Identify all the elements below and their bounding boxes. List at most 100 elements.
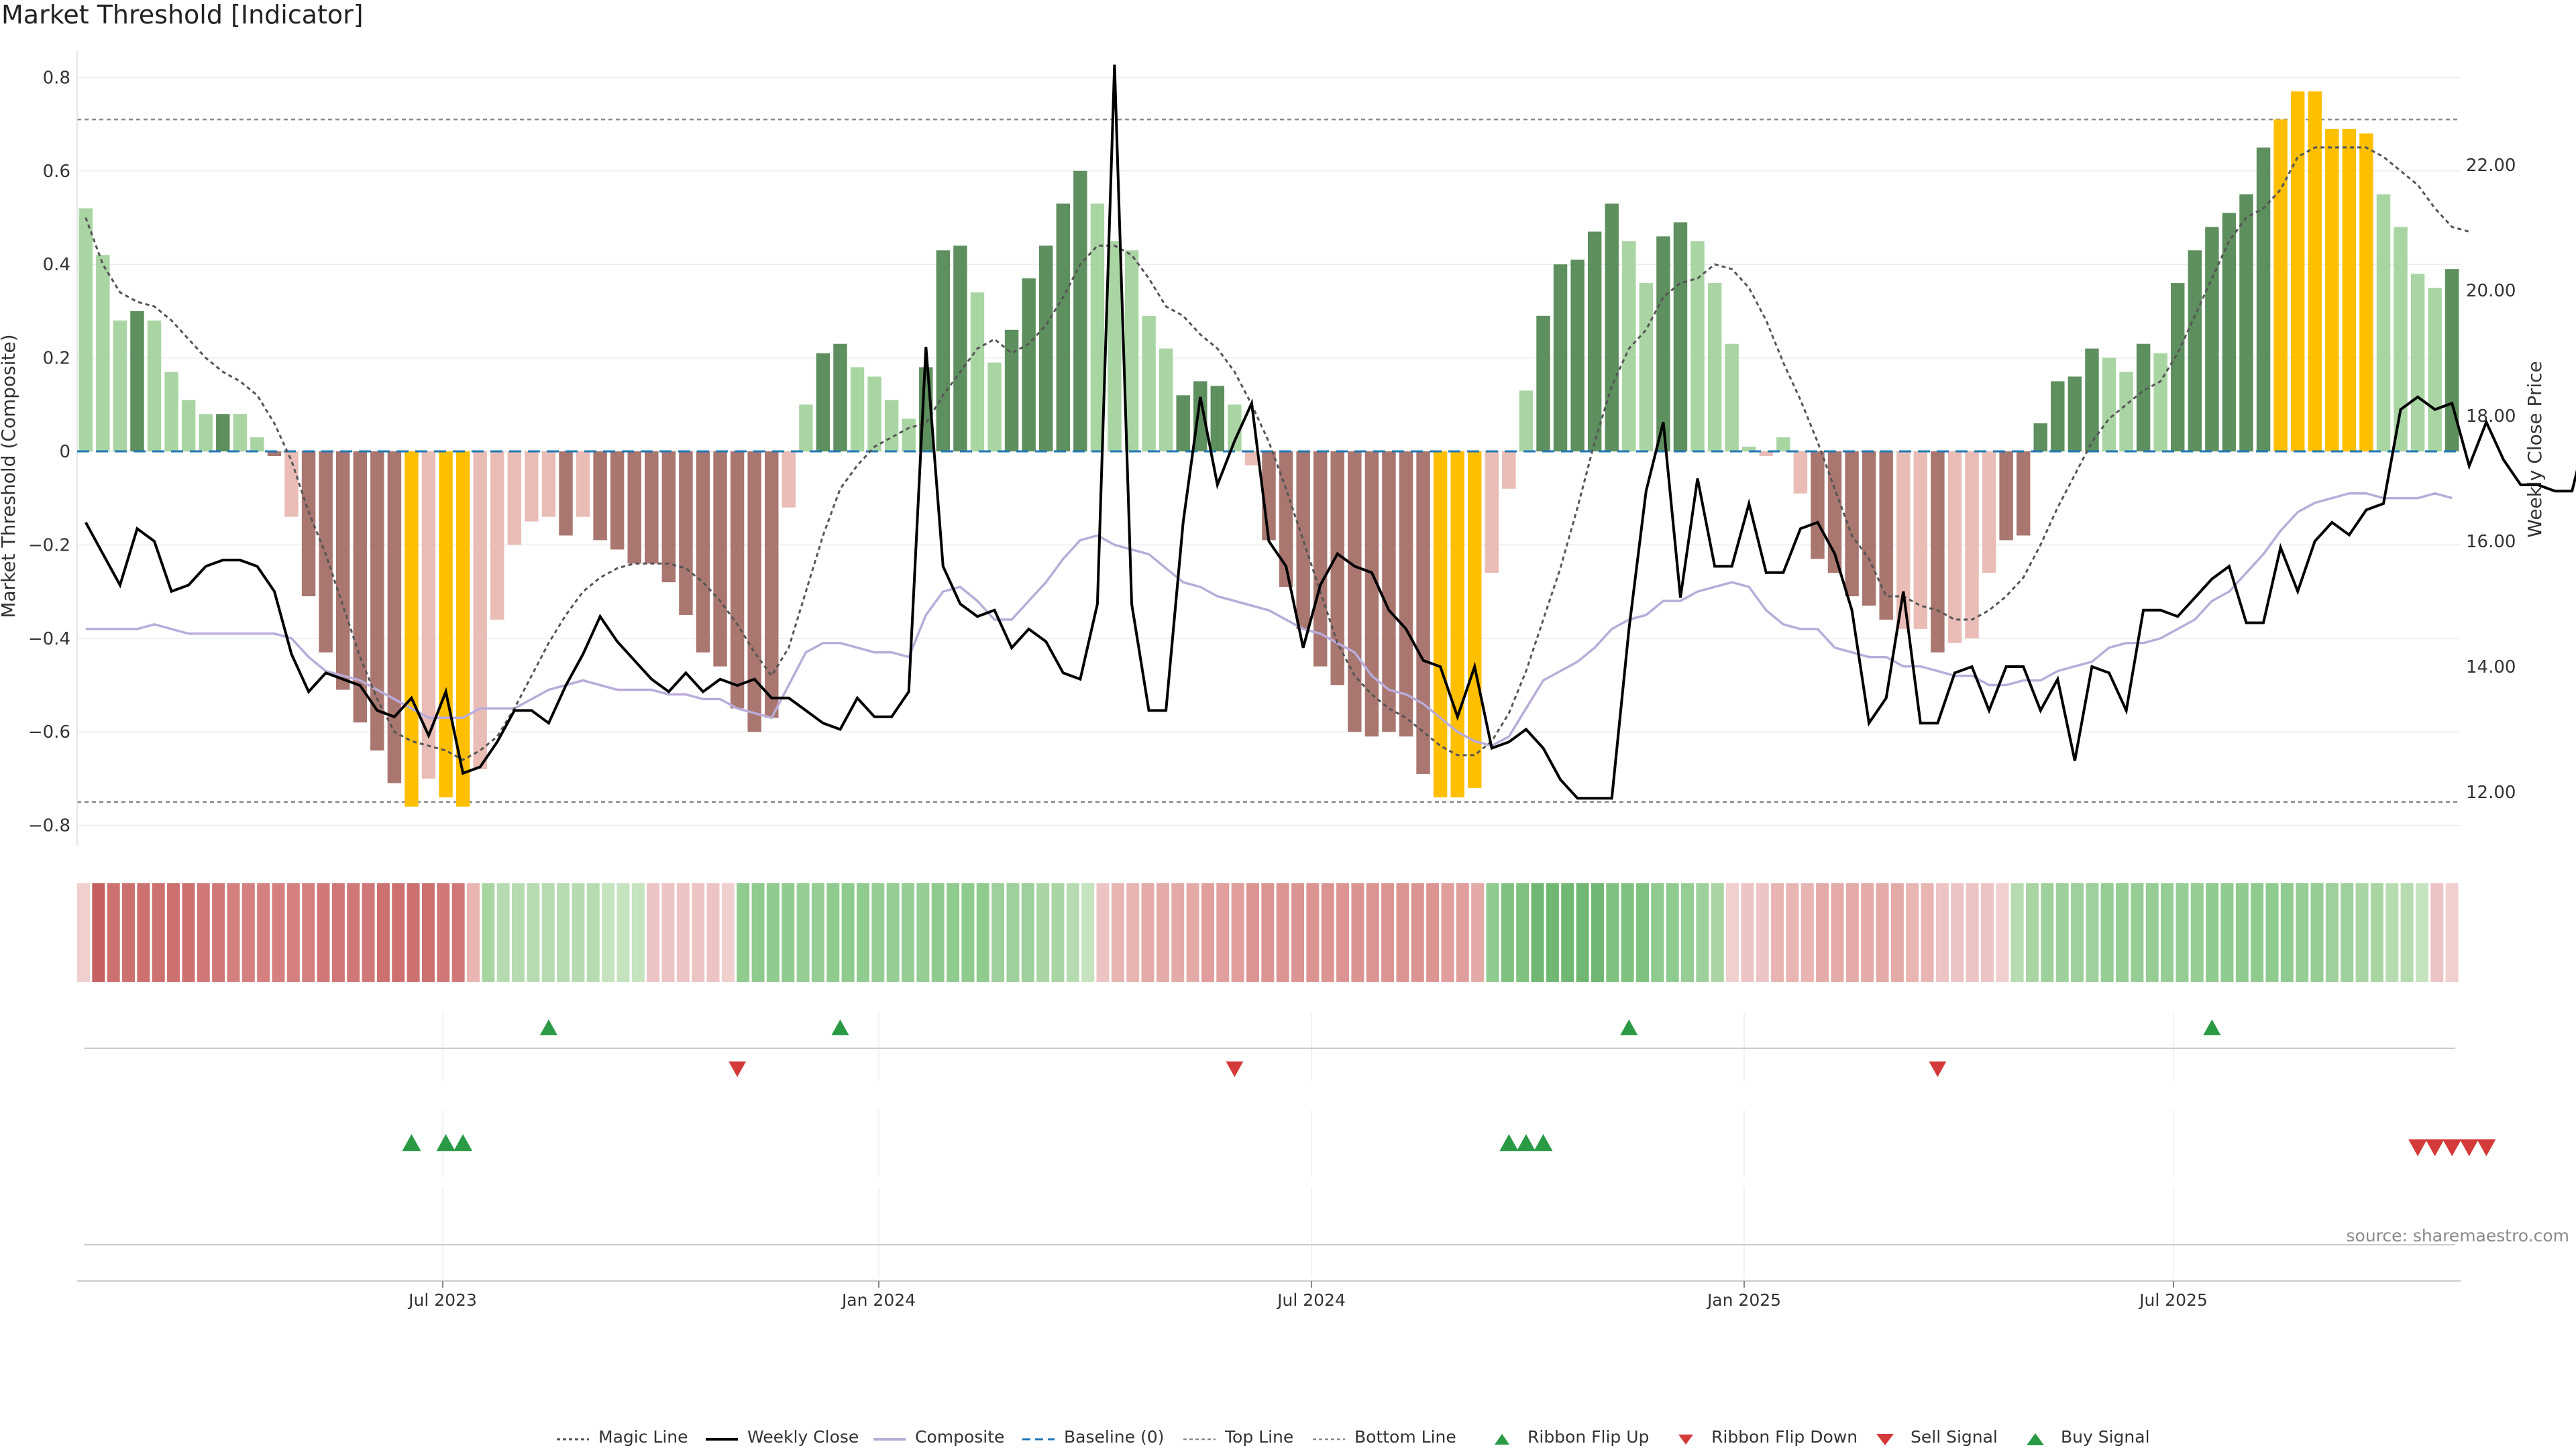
bar xyxy=(2428,288,2442,451)
bar xyxy=(181,400,196,451)
bar xyxy=(1210,386,1225,451)
ribbon-cell xyxy=(1066,883,1079,982)
bar xyxy=(78,208,93,451)
bar xyxy=(1999,451,2013,541)
ribbon-cell xyxy=(1966,883,1979,982)
y2-tick-label: 16.00 xyxy=(2466,532,2516,552)
signal-panels xyxy=(84,1013,2496,1278)
bar xyxy=(130,311,144,451)
ribbon-cell xyxy=(1546,883,1559,982)
ribbon-cell xyxy=(2025,883,2039,982)
ribbon-cell xyxy=(572,883,585,982)
bar xyxy=(1982,451,1996,573)
ribbon-cell xyxy=(286,883,300,982)
buy-signal-marker xyxy=(1534,1134,1553,1152)
bar xyxy=(1913,451,1928,629)
ribbon-cell xyxy=(902,883,915,982)
x-tick-label: Jul 2024 xyxy=(1276,1290,1346,1310)
ribbon-strip xyxy=(77,883,2459,982)
bar xyxy=(2273,119,2288,451)
bar xyxy=(1433,451,1448,797)
ribbon-cell xyxy=(1845,883,1859,982)
sell-signal-marker xyxy=(2425,1139,2445,1156)
ribbon-cell xyxy=(2430,883,2444,982)
buy-signal-marker xyxy=(402,1134,421,1152)
ribbon-cell xyxy=(2086,883,2099,982)
buy-signal-marker xyxy=(1516,1134,1536,1152)
ribbon-cell xyxy=(257,883,270,982)
bar xyxy=(267,451,282,456)
bar xyxy=(387,451,402,783)
bar xyxy=(1622,241,1636,451)
bar xyxy=(1313,451,1328,667)
ribbon-cell xyxy=(137,883,150,982)
magic-line xyxy=(85,146,2470,761)
ribbon-cell xyxy=(2355,883,2369,982)
ribbon-cell xyxy=(1126,883,1140,982)
ribbon-cell xyxy=(362,883,375,982)
ribbon-cell xyxy=(2176,883,2189,982)
ribbon-cell xyxy=(1486,883,1499,982)
y2-tick-label: 18.00 xyxy=(2466,406,2516,427)
ribbon-cell xyxy=(931,883,945,982)
bar xyxy=(541,451,556,517)
bar-series xyxy=(77,91,2461,807)
source-label: source: sharemaestro.com xyxy=(2346,1226,2570,1245)
bar xyxy=(2102,357,2116,451)
bar xyxy=(833,343,847,451)
ribbon-cell xyxy=(1306,883,1320,982)
ribbon-flip-down-marker xyxy=(1929,1061,1947,1077)
legend-label: Sell Signal xyxy=(1911,1427,1998,1447)
bar xyxy=(1399,451,1413,737)
bar xyxy=(1741,447,1756,451)
ribbon-cell xyxy=(1606,883,1619,982)
ribbon-cell xyxy=(647,883,660,982)
ribbon-cell xyxy=(1876,883,1889,982)
bar xyxy=(765,451,779,718)
bar xyxy=(559,451,573,536)
bar xyxy=(473,451,487,769)
bar xyxy=(902,418,916,451)
ribbon-cell xyxy=(331,883,345,982)
ribbon-cell xyxy=(347,883,360,982)
y-tick-label: −0.6 xyxy=(28,722,70,742)
magic-line-legend-icon xyxy=(555,1431,590,1444)
ribbon-cell xyxy=(1156,883,1169,982)
bar xyxy=(1536,315,1550,451)
ribbon-cell xyxy=(1291,883,1305,982)
bar xyxy=(164,372,178,451)
ribbon-cell xyxy=(2071,883,2084,982)
ribbon-cell xyxy=(1186,883,1199,982)
legend-item: Magic Line xyxy=(555,1427,688,1447)
ribbon-cell xyxy=(1276,883,1289,982)
y-tick-label: −0.4 xyxy=(28,629,70,649)
legend-label: Top Line xyxy=(1225,1427,1294,1447)
ribbon-cell xyxy=(2190,883,2204,982)
bar xyxy=(1879,451,1893,620)
ribbon-flip-down-marker xyxy=(1226,1061,1244,1077)
bar xyxy=(1931,451,1945,653)
ribbon-cell xyxy=(782,883,795,982)
legend: Magic Line Weekly Close Composite Baseline … xyxy=(0,1427,2576,1454)
bar xyxy=(1707,283,1722,451)
ribbon-cell xyxy=(1201,883,1214,982)
ribbon-cell xyxy=(1516,883,1529,982)
bar xyxy=(850,367,865,451)
ribbon-cell xyxy=(466,883,480,982)
bar xyxy=(507,451,522,545)
x-tick-label: Jul 2023 xyxy=(407,1290,477,1310)
ribbon-cell xyxy=(737,883,750,982)
ribbon-cell xyxy=(1426,883,1440,982)
bar xyxy=(1947,451,1962,643)
ribbon-cell xyxy=(2055,883,2069,982)
ribbon-cell xyxy=(602,883,615,982)
ribbon-cell xyxy=(2131,883,2144,982)
bar xyxy=(1022,278,1036,451)
bar xyxy=(96,255,110,451)
sell-signal-legend-icon xyxy=(1868,1431,1902,1445)
ribbon-cell xyxy=(1111,883,1124,982)
ribbon-cell xyxy=(2145,883,2159,982)
ribbon-cell xyxy=(527,883,540,982)
bar xyxy=(2068,376,2082,451)
ribbon-cell xyxy=(167,883,180,982)
